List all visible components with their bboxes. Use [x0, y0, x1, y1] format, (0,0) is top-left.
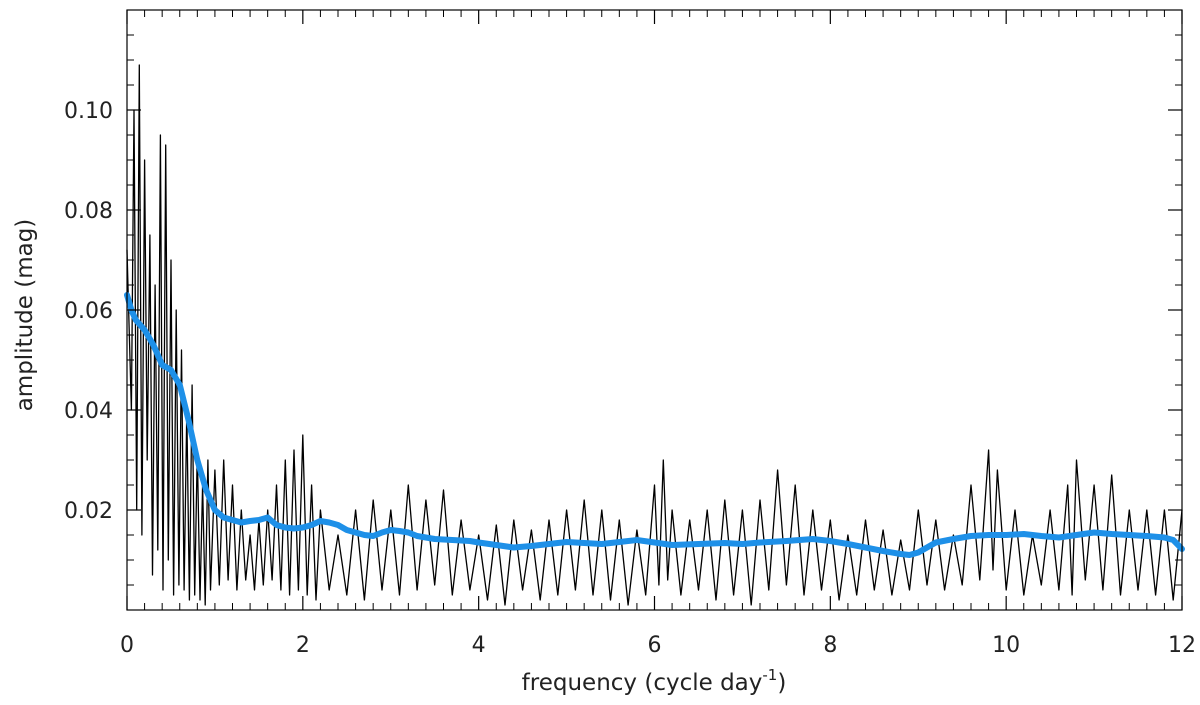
x-tick-label: 2	[296, 633, 310, 658]
tick-label-layer: 0 2 4 6 8 10 12 0.02 0.04 0.06 0.08 0.10	[64, 99, 1196, 658]
series-layer	[124, 64, 1185, 606]
y-tick-label: 0.10	[64, 99, 113, 124]
x-axis-title-main: frequency (cycle day	[522, 670, 763, 696]
y-axis-title: amplitude (mag)	[12, 219, 38, 412]
plot-frame	[126, 9, 1183, 611]
tick-layer	[126, 10, 1183, 610]
y-tick-label: 0.02	[64, 499, 113, 524]
x-tick-label: 10	[992, 633, 1020, 658]
x-tick-label: 6	[648, 633, 662, 658]
y-tick-label: 0.06	[64, 299, 113, 324]
x-axis-title-superscript: -1	[762, 666, 777, 684]
x-axis-title-suffix: )	[777, 670, 786, 696]
y-tick-label: 0.04	[64, 399, 113, 424]
x-tick-label: 4	[472, 633, 486, 658]
x-tick-label: 8	[823, 633, 837, 658]
amplitude-spectrum-line	[126, 64, 1183, 606]
x-axis-title: frequency (cycle day-1)	[522, 666, 787, 696]
x-tick-label: 0	[120, 633, 134, 658]
x-tick-label: 12	[1168, 633, 1196, 658]
y-tick-label: 0.08	[64, 199, 113, 224]
smoothed-noise-line	[124, 292, 1185, 558]
